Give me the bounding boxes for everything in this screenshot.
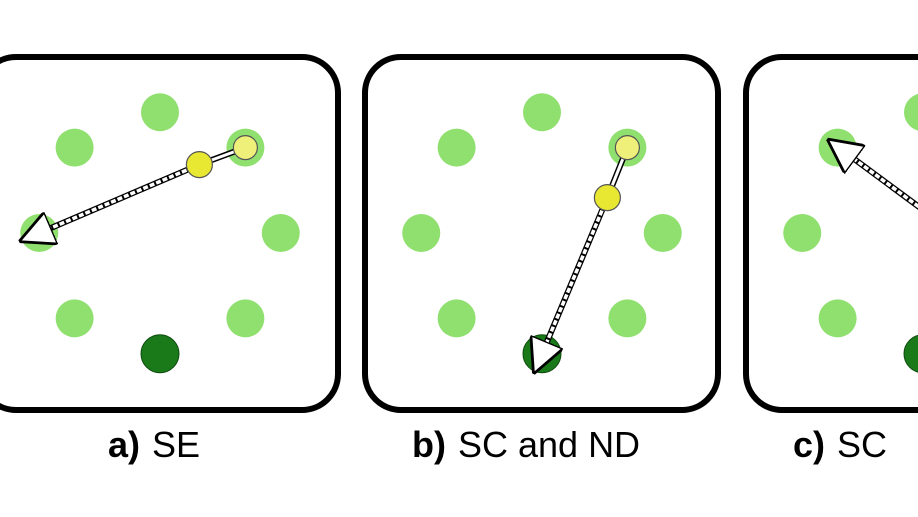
movement-arrow — [544, 196, 609, 349]
panel-label: SC and ND — [458, 424, 640, 465]
target-dot — [261, 214, 300, 252]
target-dot — [437, 299, 476, 338]
panels-layer: a) SE b) SC and ND c) SC — [0, 54, 918, 465]
target-dot-active — [140, 334, 180, 374]
panel-letter: c) — [793, 424, 825, 465]
target-dot — [523, 93, 561, 132]
target-dot-active — [522, 334, 562, 374]
panel-caption: c) SC — [793, 424, 887, 465]
target-dot — [904, 93, 918, 131]
target-dot — [402, 214, 441, 252]
movement-arrow — [45, 163, 201, 231]
target-dot — [20, 214, 59, 252]
panel-letter: a) — [108, 424, 140, 465]
target-dot — [226, 299, 265, 338]
current-cursor — [185, 151, 213, 179]
panel-3: c) SC — [743, 54, 918, 465]
target-dot — [608, 299, 647, 338]
panel-1: a) SE — [0, 54, 341, 465]
panel-letter: b) — [412, 424, 446, 465]
target-dot — [55, 299, 94, 338]
current-cursor — [593, 184, 621, 212]
start-cursor — [232, 135, 258, 161]
panel-caption: a) SE — [108, 424, 200, 465]
target-dot — [141, 93, 179, 132]
start-cursor — [614, 135, 640, 161]
target-dot — [437, 128, 476, 167]
target-dot — [818, 128, 857, 167]
panel-label: SC — [837, 424, 887, 465]
target-dot — [818, 299, 857, 338]
target-dot — [783, 214, 822, 252]
panel-caption: b) SC and ND — [412, 424, 640, 465]
panel-frame — [743, 54, 918, 413]
target-dot-active — [903, 334, 918, 373]
target-dot — [55, 128, 94, 167]
panel-2: b) SC and ND — [362, 54, 721, 465]
movement-arrow — [850, 156, 918, 209]
target-dot — [643, 214, 682, 252]
panel-label: SE — [152, 424, 200, 465]
